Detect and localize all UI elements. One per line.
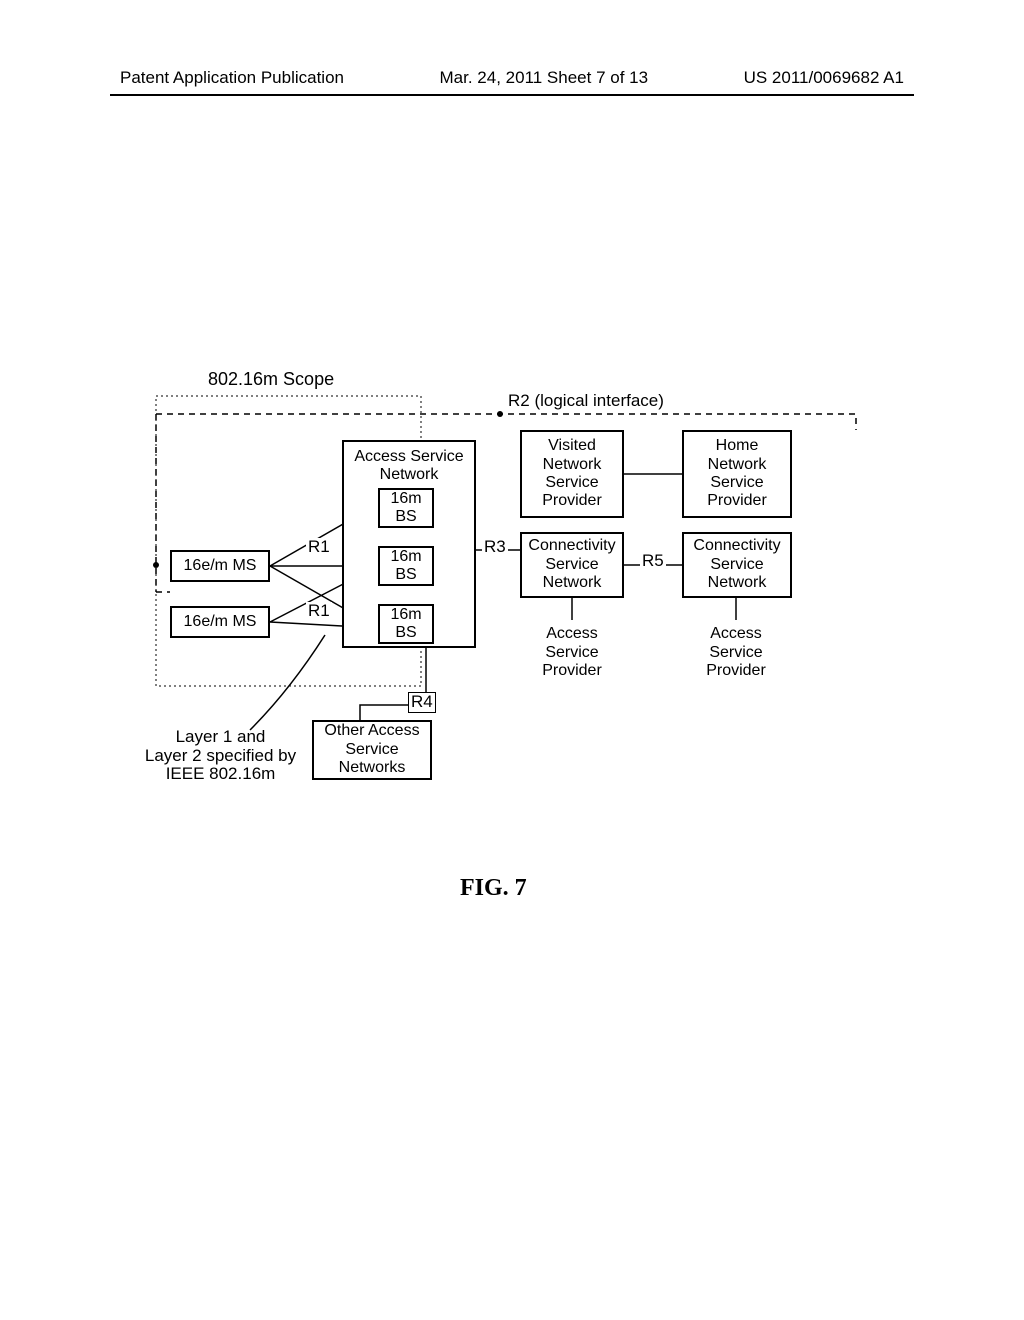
r2-label: R2 (logical interface)	[508, 392, 664, 411]
r1-label-b: R1	[306, 602, 332, 621]
csn1-box: Connectivity Service Network	[520, 532, 624, 598]
layers-label: Layer 1 and Layer 2 specified by IEEE 80…	[138, 728, 303, 784]
patent-header: Patent Application Publication Mar. 24, …	[0, 68, 1024, 88]
scope-label: 802.16m Scope	[208, 370, 334, 390]
other-box: Other Access Service Networks	[312, 720, 432, 780]
csn2-box: Connectivity Service Network	[682, 532, 792, 598]
header-left: Patent Application Publication	[120, 68, 344, 88]
figure-caption: FIG. 7	[460, 875, 527, 902]
vnsp-box: Visited Network Service Provider	[520, 430, 624, 518]
network-diagram: 802.16m Scope R2 (logical interface) R1 …	[120, 370, 890, 870]
bs2-box: 16m BS	[378, 546, 434, 586]
ms1-box: 16e/m MS	[170, 550, 270, 582]
r3-label: R3	[482, 538, 508, 557]
r5-label: R5	[640, 552, 666, 571]
bs1-box: 16m BS	[378, 488, 434, 528]
hnsp-box: Home Network Service Provider	[682, 430, 792, 518]
header-mid: Mar. 24, 2011 Sheet 7 of 13	[440, 68, 649, 88]
bs3-box: 16m BS	[378, 604, 434, 644]
r1-label-a: R1	[306, 538, 332, 557]
asp1-box: Access Service Provider	[528, 620, 616, 686]
asp2-box: Access Service Provider	[692, 620, 780, 686]
r4-label: R4	[408, 692, 436, 713]
ms2-box: 16e/m MS	[170, 606, 270, 638]
header-right: US 2011/0069682 A1	[744, 68, 904, 88]
header-rule	[110, 94, 914, 96]
